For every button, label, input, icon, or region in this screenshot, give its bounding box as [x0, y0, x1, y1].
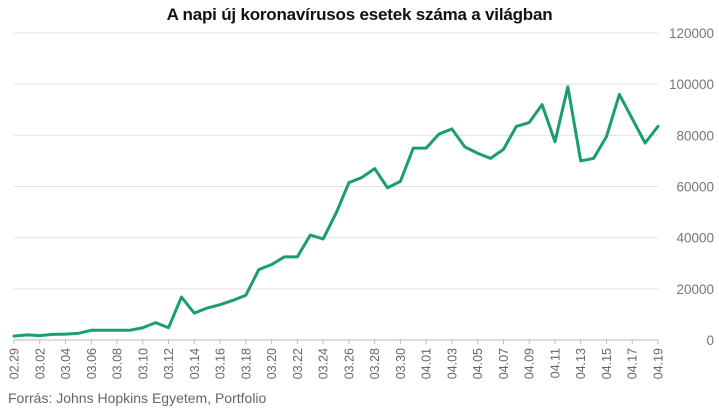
- x-tick-label: 03.18: [239, 348, 253, 379]
- x-tick-label: 04.17: [626, 348, 640, 379]
- data-point: [257, 268, 260, 271]
- x-tick-label: 02.29: [8, 348, 22, 379]
- data-point: [12, 334, 16, 338]
- data-point: [579, 159, 582, 163]
- data-point: [167, 326, 170, 329]
- data-point: [193, 311, 196, 315]
- data-point: [656, 125, 660, 128]
- data-point: [38, 334, 41, 337]
- data-point: [218, 303, 222, 306]
- data-point: [553, 140, 557, 143]
- x-axis-ticks: 02.29 03.02 03.04 03.06 03.08 03.10 03.12 03.14…: [8, 340, 666, 379]
- data-point: [631, 117, 634, 120]
- data-point: [463, 145, 466, 149]
- data-point: [231, 299, 235, 302]
- x-tick-label: 03.12: [162, 348, 176, 379]
- y-tick-label: 20000: [676, 282, 714, 297]
- data-point: [270, 263, 273, 266]
- data-point: [154, 321, 157, 324]
- data-point: [412, 146, 415, 150]
- series-line: [12, 85, 660, 338]
- data-point: [128, 329, 132, 332]
- data-point: [206, 306, 209, 310]
- data-point: [360, 176, 363, 179]
- data-point: [77, 332, 80, 335]
- data-point: [283, 255, 286, 259]
- data-point: [605, 135, 608, 138]
- y-tick-label: 80000: [676, 128, 714, 143]
- y-axis-ticks: 0 20000 40000 60000 80000 100000 120000: [669, 26, 714, 348]
- x-tick-label: 04.05: [471, 348, 485, 379]
- x-tick-label: 03.08: [111, 348, 125, 379]
- data-point: [90, 329, 93, 332]
- data-point: [566, 85, 570, 88]
- source-note: Forrás: Johns Hopkins Egyetem, Portfolio: [8, 390, 267, 406]
- y-tick-label: 40000: [676, 231, 714, 246]
- y-tick-label: 0: [706, 333, 714, 348]
- x-tick-label: 03.20: [265, 348, 279, 379]
- grid-lines: [14, 32, 658, 341]
- data-point: [115, 329, 119, 332]
- data-point: [334, 212, 338, 215]
- data-point: [592, 157, 595, 160]
- x-tick-label: 04.11: [548, 348, 562, 378]
- data-point: [25, 333, 29, 337]
- data-point: [476, 152, 479, 155]
- x-tick-label: 03.14: [188, 348, 202, 379]
- x-tick-label: 03.04: [59, 348, 73, 379]
- data-point: [309, 233, 312, 237]
- x-tick-label: 03.30: [394, 348, 408, 379]
- x-tick-label: 04.15: [600, 348, 614, 379]
- data-point: [373, 167, 376, 170]
- chart-title: A napi új koronavírusos esetek száma a v…: [166, 5, 553, 24]
- data-point: [244, 294, 248, 297]
- x-tick-label: 03.24: [317, 348, 331, 379]
- x-tick-label: 04.13: [574, 348, 588, 379]
- x-tick-label: 04.09: [523, 348, 537, 379]
- series-layer: [12, 85, 660, 338]
- data-point: [102, 329, 106, 332]
- x-tick-label: 04.19: [652, 348, 666, 379]
- x-tick-label: 04.07: [497, 348, 511, 379]
- data-point: [399, 180, 402, 183]
- data-point: [180, 295, 183, 299]
- data-point: [502, 148, 505, 151]
- data-point: [141, 326, 144, 329]
- data-point: [618, 93, 621, 96]
- data-point: [386, 186, 389, 189]
- data-point: [489, 157, 492, 160]
- data-point: [51, 333, 54, 336]
- data-point: [437, 132, 441, 136]
- data-point: [296, 255, 299, 259]
- data-point: [64, 332, 67, 336]
- data-point: [528, 121, 531, 124]
- x-tick-label: 03.10: [136, 348, 150, 379]
- x-tick-label: 03.16: [214, 348, 228, 379]
- y-tick-label: 60000: [676, 180, 714, 195]
- y-tick-label: 120000: [669, 26, 714, 41]
- data-point: [540, 103, 544, 106]
- data-point: [643, 141, 647, 145]
- x-tick-label: 03.02: [33, 348, 47, 379]
- y-tick-label: 100000: [669, 77, 714, 92]
- data-point: [347, 181, 351, 184]
- data-point: [424, 146, 428, 150]
- data-point: [515, 125, 518, 128]
- x-tick-label: 04.03: [445, 348, 459, 379]
- x-tick-label: 03.26: [342, 348, 356, 379]
- x-tick-label: 03.06: [85, 348, 99, 379]
- x-tick-label: 03.22: [291, 348, 305, 379]
- data-point: [321, 237, 325, 241]
- x-tick-label: 04.01: [420, 348, 434, 379]
- x-tick-label: 03.28: [368, 348, 382, 379]
- data-point: [450, 127, 454, 131]
